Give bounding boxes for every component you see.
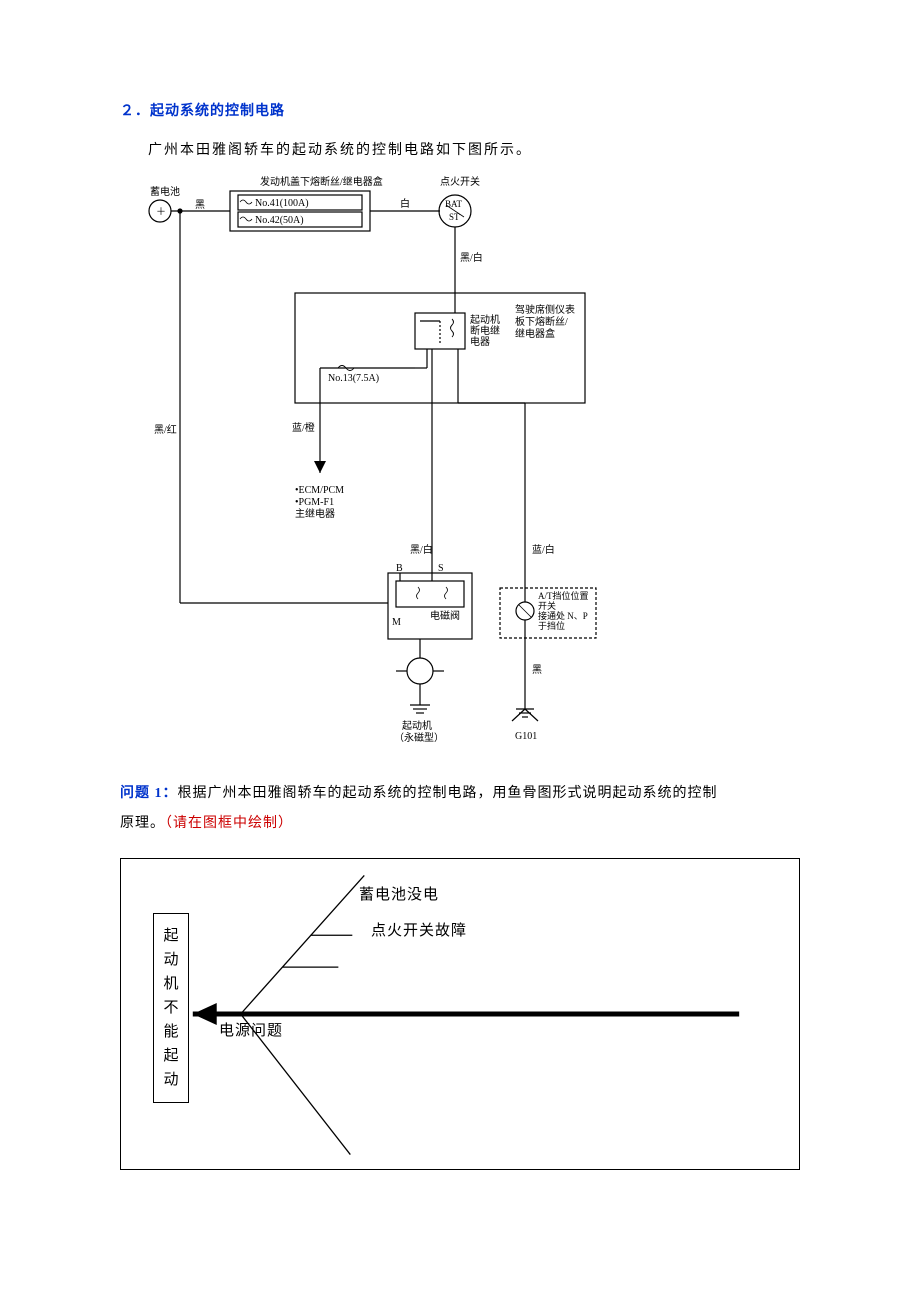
term-b: B [396,563,403,574]
wire-blk2: 黑 [532,664,542,676]
fuse42: No.42(50A) [255,215,304,226]
wire-blkwht1: 黑/白 [460,251,483,264]
solenoid-label: 电磁阀 [430,609,460,622]
wire-bluorg: 蓝/橙 [292,421,315,434]
term-m: M [392,617,401,628]
section-heading: ２．起动系统的控制电路 [120,100,800,120]
wire-bluwht: 蓝/白 [532,543,555,556]
fishbone-svg [121,859,799,1169]
svg-text:起动机断电继电器: 起动机断电继电器 [470,313,500,348]
circuit-diagram: 蓄电池 发动机盖下熔断丝/继电器盒 点火开关 ＋ 黑 No.41(100A) N… [120,173,800,763]
svg-text:A/T挡位位置开关接通处 N、P于挡位: A/T挡位位置开关接通处 N、P于挡位 [538,590,589,631]
wire-blk: 黑 [195,199,205,211]
wire-blkwht2: 黑/白 [410,543,433,556]
g101: G101 [515,731,537,742]
fusebox-top-label: 发动机盖下熔断丝/继电器盒 [260,175,383,188]
effect-text: 起动机不能起动 [163,928,178,1088]
ignition-label: 点火开关 [440,175,480,188]
question-body: 根据广州本田雅阁轿车的起动系统的控制电路，用鱼骨图形式说明起动系统的控制 [178,786,718,801]
bone-upper [241,876,365,1015]
fuse41: No.41(100A) [255,198,309,209]
section-num: ２． [120,104,150,119]
term-s: S [438,563,444,574]
effect-box: 起动机不能起动 [153,913,189,1103]
wire-wht: 白 [400,197,410,210]
question-hint: （请在图框中绘制） [165,816,293,831]
svg-text:驾驶席侧仪表板下熔断丝/继电器盒: 驾驶席侧仪表板下熔断丝/继电器盒 [515,303,575,340]
svg-text:＋: ＋ [156,207,166,218]
spine-label: 电源问题 [219,1019,283,1040]
svg-text:•ECM/PCM•PGM-F1主继电器: •ECM/PCM•PGM-F1主继电器 [295,485,344,520]
section-title: 起动系统的控制电路 [150,104,285,119]
fuse13: No.13(7.5A) [328,373,379,384]
battery-label: 蓄电池 [150,185,180,198]
fishbone-frame: 起动机不能起动 蓄电池没电 点火开关故障 电源问题 [120,858,800,1170]
svg-text:起动机（永磁型）: 起动机（永磁型） [394,719,444,744]
question-body2: 原理。 [120,816,165,831]
wire-blkred: 黑/红 [154,423,177,436]
bat-terminal: BAT [445,199,463,209]
question-block: 问题 1：根据广州本田雅阁轿车的起动系统的控制电路，用鱼骨图形式说明起动系统的控… [120,779,800,841]
cause2-label: 点火开关故障 [371,919,467,940]
intro-text: 广州本田雅阁轿车的起动系统的控制电路如下图所示。 [148,138,800,165]
spine-arrow-icon [193,1003,217,1025]
question-label: 问题 1： [120,786,178,801]
cause1-label: 蓄电池没电 [359,883,439,904]
